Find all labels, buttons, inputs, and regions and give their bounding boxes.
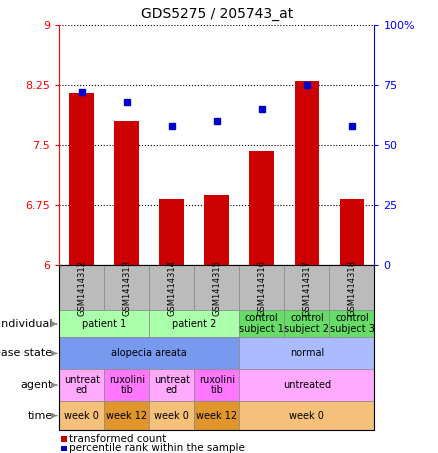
Bar: [149, 265, 194, 310]
Text: alopecia areata: alopecia areata: [111, 348, 187, 358]
Bar: [329, 310, 374, 337]
Text: individual: individual: [0, 319, 53, 329]
Text: GSM1414316: GSM1414316: [258, 260, 266, 316]
Text: patient 2: patient 2: [172, 319, 216, 329]
Text: control
subject 1: control subject 1: [240, 313, 284, 334]
Text: GSM1414313: GSM1414313: [122, 260, 131, 316]
Text: week 12: week 12: [196, 410, 237, 421]
Text: week 0: week 0: [154, 410, 189, 421]
Bar: [59, 265, 104, 310]
Text: patient 1: patient 1: [82, 319, 126, 329]
Text: GSM1414314: GSM1414314: [167, 260, 176, 316]
Bar: [294, 81, 319, 265]
Text: untreat
ed: untreat ed: [154, 375, 190, 395]
Text: GSM1414312: GSM1414312: [77, 260, 86, 316]
Bar: [69, 93, 94, 265]
Bar: [284, 310, 329, 337]
Text: GSM1414318: GSM1414318: [347, 260, 357, 316]
Text: week 0: week 0: [290, 410, 325, 421]
Text: GSM1414317: GSM1414317: [302, 260, 311, 316]
Bar: [59, 265, 374, 430]
Bar: [205, 195, 229, 265]
Text: transformed count: transformed count: [69, 434, 166, 444]
Bar: [61, 446, 67, 451]
Bar: [59, 369, 104, 401]
Bar: [149, 401, 194, 430]
Bar: [61, 437, 67, 442]
Text: untreat
ed: untreat ed: [64, 375, 100, 395]
Bar: [59, 310, 149, 337]
Bar: [239, 369, 374, 401]
Text: week 0: week 0: [64, 410, 99, 421]
Bar: [149, 369, 194, 401]
Text: untreated: untreated: [283, 380, 331, 390]
Bar: [339, 199, 364, 265]
Text: ruxolini
tib: ruxolini tib: [109, 375, 145, 395]
Text: GSM1414315: GSM1414315: [212, 260, 221, 316]
Text: control
subject 3: control subject 3: [329, 313, 374, 334]
Bar: [114, 121, 139, 265]
Text: week 12: week 12: [106, 410, 147, 421]
Bar: [59, 337, 239, 369]
Bar: [194, 401, 239, 430]
Bar: [59, 401, 104, 430]
Bar: [329, 265, 374, 310]
Bar: [239, 310, 284, 337]
Bar: [104, 401, 149, 430]
Title: GDS5275 / 205743_at: GDS5275 / 205743_at: [141, 7, 293, 21]
Bar: [104, 265, 149, 310]
Bar: [239, 265, 284, 310]
Text: ruxolini
tib: ruxolini tib: [199, 375, 235, 395]
Bar: [239, 337, 374, 369]
Text: agent: agent: [20, 380, 53, 390]
Bar: [104, 369, 149, 401]
Text: normal: normal: [290, 348, 324, 358]
Bar: [284, 265, 329, 310]
Bar: [194, 369, 239, 401]
Bar: [194, 265, 239, 310]
Text: percentile rank within the sample: percentile rank within the sample: [69, 443, 245, 453]
Bar: [239, 401, 374, 430]
Bar: [250, 151, 274, 265]
Text: disease state: disease state: [0, 348, 53, 358]
Text: control
subject 2: control subject 2: [284, 313, 329, 334]
Bar: [159, 199, 184, 265]
Text: time: time: [27, 410, 53, 421]
Bar: [149, 310, 239, 337]
